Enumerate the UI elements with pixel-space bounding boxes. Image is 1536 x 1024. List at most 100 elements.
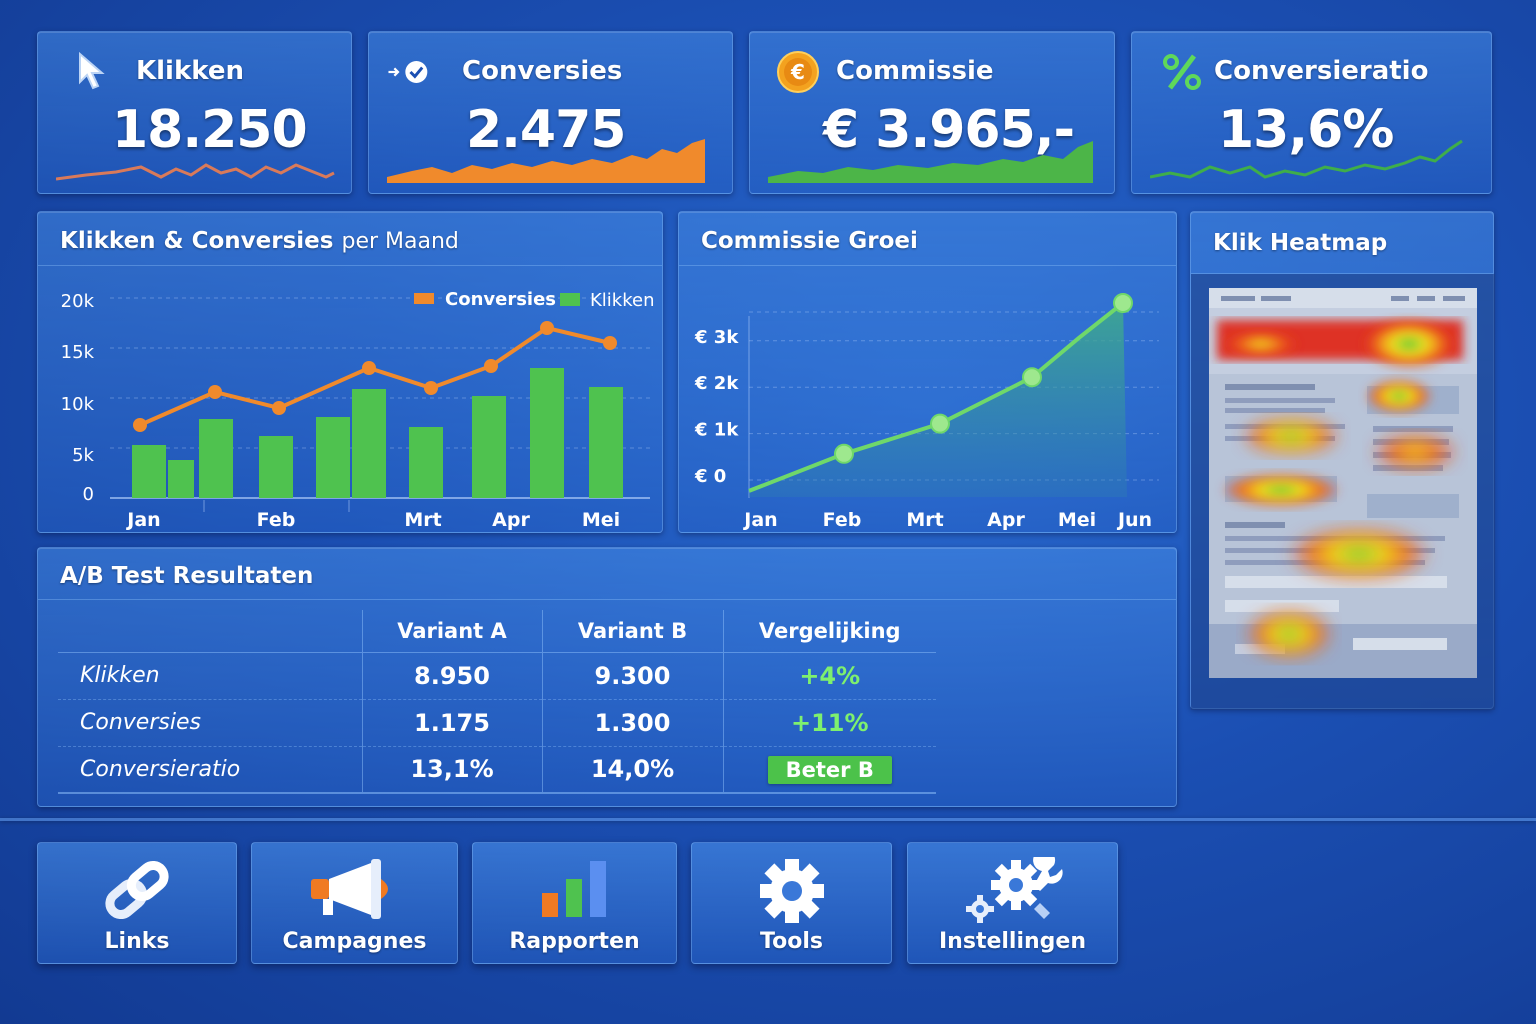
x-tick-label: Jan xyxy=(742,509,777,531)
sparkline xyxy=(56,163,335,181)
variant-a-cell: 8.950 xyxy=(361,652,542,700)
table-header-row: Variant A Variant B Vergelijking xyxy=(58,610,936,653)
ab-test-panel: A/B Test Resultaten Variant A Variant B … xyxy=(37,547,1177,807)
y-tick-label: 15k xyxy=(61,342,95,363)
commission-area-chart: € 0 € 1k € 2k € 3k Jan Feb Mrt Apr Mei Jun xyxy=(694,293,1159,531)
panel-title: Klikken & Conversies per Maand xyxy=(38,212,662,266)
point-conversies xyxy=(208,385,222,399)
point-conversies xyxy=(484,359,498,373)
x-tick-label: Apr xyxy=(492,509,530,531)
bar-klikken xyxy=(352,389,386,498)
sparkline xyxy=(768,141,1093,183)
point-conversies xyxy=(133,418,147,432)
kpi-card-conversieratio[interactable]: Conversieratio 13,6% xyxy=(1131,31,1492,194)
y-tick-label: € 2k xyxy=(694,373,739,394)
commission-line xyxy=(748,301,1125,493)
compare-cell: +11% xyxy=(722,699,936,747)
kpi-value: € 3.965,- xyxy=(823,100,1075,160)
x-tick-label: Jun xyxy=(1116,509,1152,531)
commission-point xyxy=(834,443,854,464)
bar-klikken xyxy=(199,419,233,498)
bar-klikken xyxy=(316,417,350,498)
point-conversies xyxy=(424,381,438,395)
click-heatmap xyxy=(1191,274,1495,710)
megaphone-icon xyxy=(310,859,388,919)
euro-coin-icon: € xyxy=(777,51,819,93)
metric-cell: Klikken xyxy=(58,652,362,700)
nav-button-instellingen[interactable]: Instellingen xyxy=(907,842,1118,964)
heatmap-panel: Klik Heatmap xyxy=(1190,211,1495,710)
point-conversies xyxy=(362,361,376,375)
nav-button-links[interactable]: Links xyxy=(37,842,237,964)
bar-klikken xyxy=(589,387,623,498)
nav-label: Instellingen xyxy=(939,929,1086,954)
sparkline xyxy=(387,139,705,183)
gear-icon xyxy=(759,859,824,923)
panel-title: Commissie Groei xyxy=(679,212,1176,266)
nav-button-tools[interactable]: Tools xyxy=(691,842,892,964)
nav-label: Tools xyxy=(760,929,823,954)
winner-badge: Beter B xyxy=(767,755,892,784)
monthly-bar-line-chart: 0 5k 10k 15k 20k Jan Feb Mrt Apr Mei Conversies … xyxy=(61,289,655,531)
table-row: Conversieratio 13,1% 14,0% Beter B xyxy=(58,746,936,794)
point-conversies xyxy=(272,401,286,415)
panel-title: A/B Test Resultaten xyxy=(38,548,1176,600)
x-tick-label: Apr xyxy=(987,509,1025,531)
kpi-value: 13,6% xyxy=(1218,100,1394,160)
variant-b-cell: 9.300 xyxy=(541,652,723,700)
variant-b-cell: 1.300 xyxy=(541,699,723,747)
y-tick-label: 20k xyxy=(61,291,95,312)
kpi-label: Conversieratio xyxy=(1214,56,1429,86)
y-tick-label: 10k xyxy=(61,394,95,415)
bar-klikken xyxy=(472,396,506,498)
sparkline xyxy=(1150,139,1463,179)
y-tick-label: € 0 xyxy=(694,466,726,487)
legend-label-klikken: Klikken xyxy=(590,290,655,311)
percent-icon xyxy=(1163,54,1201,90)
point-conversies xyxy=(603,336,617,350)
point-conversies xyxy=(540,321,554,335)
y-tick-label: € 1k xyxy=(694,420,739,441)
bar-klikken xyxy=(132,445,166,498)
x-tick-label: Feb xyxy=(823,509,862,531)
bar-klikken xyxy=(530,368,564,498)
kpi-label: Klikken xyxy=(136,56,244,86)
table-row: Klikken 8.950 9.300 +4% xyxy=(58,652,936,700)
nav-button-rapporten[interactable]: Rapporten xyxy=(472,842,677,964)
bar-chart-icon xyxy=(541,861,606,917)
kpi-card-commissie[interactable]: € Commissie € 3.965,- xyxy=(749,31,1115,194)
heatmap-hotspots xyxy=(1217,318,1463,660)
ab-test-table: Variant A Variant B Vergelijking Klikken… xyxy=(58,610,936,794)
compare-cell: Beter B xyxy=(722,746,936,794)
x-tick-label: Mrt xyxy=(404,509,441,531)
legend-swatch-conversies xyxy=(414,293,434,304)
table-header-compare: Vergelijking xyxy=(722,610,936,653)
nav-label: Campagnes xyxy=(282,929,427,954)
table-row: Conversies 1.175 1.300 +11% xyxy=(58,699,936,747)
kpi-value: 18.250 xyxy=(112,100,308,160)
x-tick-label: Mei xyxy=(1058,509,1096,531)
line-conversies xyxy=(139,325,611,427)
kpi-card-conversies[interactable]: Conversies 2.475 xyxy=(368,31,733,194)
commission-chart-panel: Commissie Groei € 0 € 1k € 2k € 3k Jan Feb Mr… xyxy=(678,211,1177,533)
chart-legend: Conversies Klikken xyxy=(414,289,655,311)
nav-button-campagnes[interactable]: Campagnes xyxy=(251,842,458,964)
variant-a-cell: 1.175 xyxy=(361,699,542,747)
x-tick-label: Jan xyxy=(125,509,160,531)
bar-klikken xyxy=(409,427,443,498)
panel-title: Klik Heatmap xyxy=(1191,212,1493,274)
commission-area xyxy=(749,303,1127,497)
table-header-variant-a: Variant A xyxy=(361,610,542,653)
gears-wrench-icon xyxy=(965,857,1063,923)
legend-label-conversies: Conversies xyxy=(445,289,556,310)
y-tick-label: 0 xyxy=(83,484,94,505)
cursor-icon xyxy=(79,51,105,90)
y-tick-label: € 3k xyxy=(694,327,739,348)
bar-klikken xyxy=(168,460,194,498)
chart-title: Klikken & Conversies xyxy=(60,228,334,254)
compare-cell: +4% xyxy=(722,652,936,700)
table-header-metric xyxy=(58,610,362,653)
kpi-card-klikken[interactable]: Klikken 18.250 xyxy=(37,31,352,194)
commission-point xyxy=(1113,293,1133,313)
variant-b-cell: 14,0% xyxy=(541,746,723,794)
